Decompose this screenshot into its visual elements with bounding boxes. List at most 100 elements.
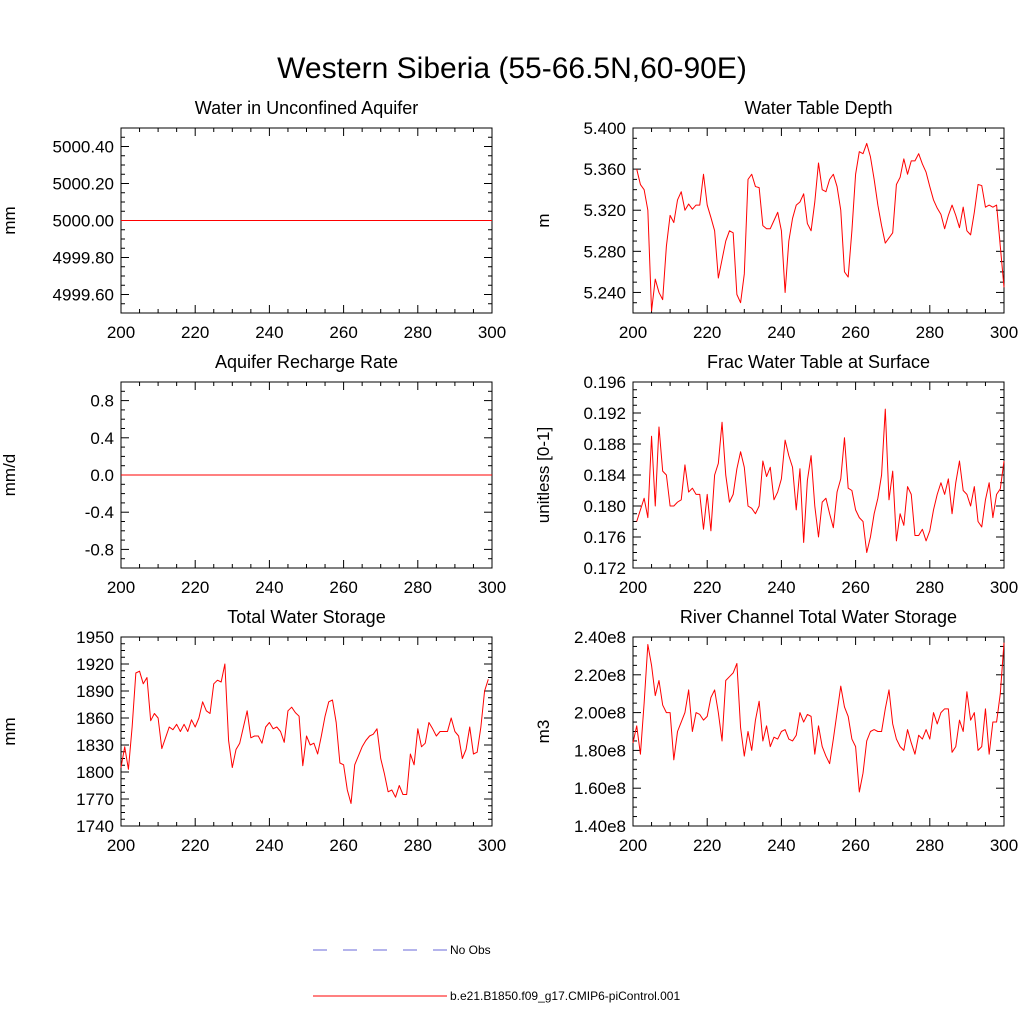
y-tick-label: 1.40e8 [574,817,626,836]
y-tick-label: 0.4 [90,429,114,448]
x-tick-label: 300 [990,578,1018,597]
x-tick-label: 300 [478,578,506,597]
panel-water-in-unconfined-aquifer: Water in Unconfined Aquifer 200 220 240 260 2… [0,98,506,342]
x-tick-label: 200 [619,836,647,855]
y-tick-label: 1860 [76,709,114,728]
series-line-river-channel-total-water-storage [632,642,1005,793]
x-tick-label: 240 [255,578,283,597]
y-tick-label: 5.320 [583,201,626,220]
x-tick-label: 300 [990,323,1018,342]
figure-title: Western Siberia (55-66.5N,60-90E) [277,52,747,85]
panel-title-total-water-storage: Total Water Storage [227,607,385,627]
x-tick-label: 200 [619,578,647,597]
x-tick-label: 280 [916,323,944,342]
plot-frame-total-water-storage [120,636,493,827]
x-tick-label: 260 [329,836,357,855]
y-tick-label: 1830 [76,736,114,755]
y-tick-label: 1800 [76,763,114,782]
panel-title-aquifer-recharge-rate: Aquifer Recharge Rate [215,352,398,372]
y-tick-label: 0.8 [90,392,114,411]
plot-frame-river-channel-total-water-storage [632,636,1005,827]
y-tick-label: 0.180 [583,497,626,516]
x-tick-label: 240 [767,323,795,342]
x-tick-label: 280 [404,578,432,597]
y-tick-label: 2.00e8 [574,704,626,723]
y-tick-label: 0.176 [583,528,626,547]
y-tick-label: 1740 [76,817,114,836]
x-tick-label: 260 [329,578,357,597]
series-line-frac-water-table-at-surface [636,408,1005,553]
x-tick-label: 260 [329,323,357,342]
y-tick-label: 5000.40 [53,138,114,157]
legend-label-model: b.e21.B1850.f09_g17.CMIP6-piControl.001 [450,989,680,1003]
x-tick-label: 220 [181,323,209,342]
panel-title-river-channel-total-water-storage: River Channel Total Water Storage [680,607,957,627]
y-tick-label: 1.60e8 [574,779,626,798]
panel-title-water-table-depth: Water Table Depth [744,98,892,118]
panel-title-water-in-unconfined-aquifer: Water in Unconfined Aquifer [195,98,418,118]
y-tick-label: 1.80e8 [574,741,626,760]
y-tick-label: 5.280 [583,242,626,261]
y-axis-label-water-in-unconfined-aquifer: mm [0,206,19,234]
y-tick-label: 0.188 [583,435,626,454]
y-axis-label-aquifer-recharge-rate: mm/d [0,454,19,497]
x-tick-label: 220 [181,836,209,855]
x-tick-label: 200 [619,323,647,342]
y-tick-label: 5.400 [583,119,626,138]
y-tick-label: -0.8 [85,540,114,559]
y-tick-label: 1770 [76,790,114,809]
x-tick-label: 240 [255,836,283,855]
x-tick-label: 220 [693,323,721,342]
x-tick-label: 200 [107,323,135,342]
series-line-total-water-storage [120,663,489,804]
x-tick-label: 220 [181,578,209,597]
y-tick-label: 0.184 [583,466,626,485]
x-tick-label: 240 [255,323,283,342]
y-tick-label: 5000.20 [53,175,114,194]
y-axis-label-river-channel-total-water-storage: m3 [534,720,553,744]
series-line-water-table-depth [636,142,1005,312]
x-tick-label: 300 [478,323,506,342]
plot-frame-frac-water-table-at-surface [632,381,1005,569]
y-tick-label: 0.192 [583,404,626,423]
panel-total-water-storage: Total Water Storage 200 220 240 260 280 300 174… [0,607,506,855]
y-tick-label: 5.360 [583,160,626,179]
x-tick-label: 300 [990,836,1018,855]
legend-label-no-obs: No Obs [450,943,491,957]
legend: No Obs b.e21.B1850.f09_g17.CMIP6-piContr… [313,943,680,1003]
y-axis-label-total-water-storage: mm [0,717,19,745]
y-tick-label: 2.40e8 [574,628,626,647]
y-tick-label: 5.240 [583,283,626,302]
x-tick-label: 300 [478,836,506,855]
y-tick-label: 1920 [76,655,114,674]
x-tick-label: 280 [916,578,944,597]
y-tick-label: 4999.80 [53,249,114,268]
panel-river-channel-total-water-storage: River Channel Total Water Storage 200 220 2… [534,607,1018,855]
y-tick-label: 1890 [76,682,114,701]
x-tick-label: 240 [767,578,795,597]
x-tick-label: 280 [404,836,432,855]
x-tick-label: 220 [693,836,721,855]
panel-water-table-depth: Water Table Depth 200 220 240 260 280 300 5.240… [534,98,1018,342]
panel-aquifer-recharge-rate: Aquifer Recharge Rate 200 220 240 260 280 300 -… [0,352,506,597]
y-tick-label: 2.20e8 [574,666,626,685]
y-tick-label: 5000.00 [53,212,114,231]
panel-frac-water-table-at-surface: Frac Water Table at Surface 200 220 240 260 2… [534,352,1018,597]
x-tick-label: 200 [107,836,135,855]
x-tick-label: 280 [404,323,432,342]
y-tick-label: 4999.60 [53,286,114,305]
plot-frame-water-table-depth [632,127,1005,314]
y-tick-label: 0.0 [90,466,114,485]
x-tick-label: 280 [916,836,944,855]
y-axis-label-frac-water-table-at-surface: unitless [0-1] [534,427,553,523]
x-tick-label: 240 [767,836,795,855]
y-axis-label-water-table-depth: m [534,213,553,227]
x-tick-label: 260 [841,836,869,855]
x-tick-label: 220 [693,578,721,597]
x-tick-label: 200 [107,578,135,597]
y-tick-label: 1950 [76,628,114,647]
y-tick-label: 0.172 [583,559,626,578]
x-tick-label: 260 [841,578,869,597]
